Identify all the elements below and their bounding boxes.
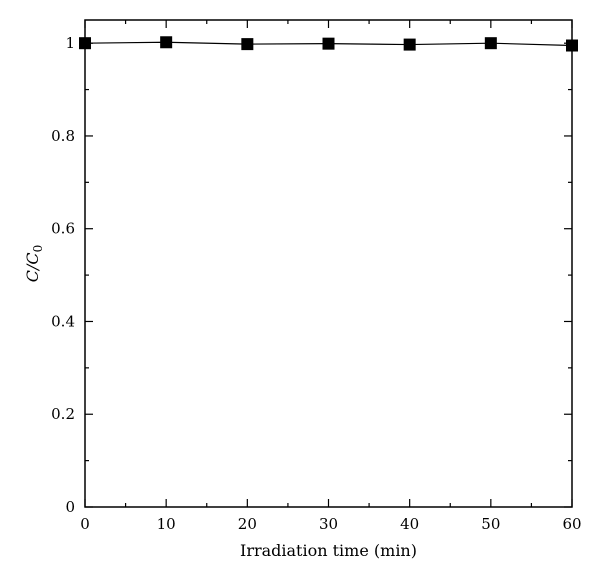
x-tick-label: 60 xyxy=(562,515,581,533)
x-tick-label: 30 xyxy=(319,515,338,533)
series-group xyxy=(79,36,578,52)
x-tick-label: 50 xyxy=(481,515,500,533)
plot-frame xyxy=(84,19,573,508)
y-tick-label: 0.2 xyxy=(51,405,75,423)
tick-labels: 0 10 20 30 40 50 60 0 0.2 0.4 0.6 0.8 1 xyxy=(51,34,581,533)
x-tick-label: 0 xyxy=(80,515,90,533)
y-axis-label-main: C/C xyxy=(23,252,42,282)
x-axis-label: Irradiation time (min) xyxy=(240,541,417,560)
data-point xyxy=(484,37,497,50)
x-tick-label: 20 xyxy=(238,515,257,533)
y-tick-label: 0.8 xyxy=(51,127,75,145)
y-tick-label: 0.4 xyxy=(51,312,75,330)
data-point xyxy=(322,37,335,50)
data-point xyxy=(160,36,173,49)
y-tick-label: 1 xyxy=(65,34,75,52)
axis-ticks xyxy=(84,20,573,508)
y-axis-label-sub: 0 xyxy=(31,245,45,253)
x-tick-label: 10 xyxy=(157,515,176,533)
data-point xyxy=(241,38,254,51)
y-axis-label: C/C0 xyxy=(23,245,45,283)
data-point xyxy=(403,38,416,51)
y-tick-label: 0.6 xyxy=(51,220,75,238)
y-tick-label: 0 xyxy=(65,498,75,516)
x-tick-label: 40 xyxy=(400,515,419,533)
